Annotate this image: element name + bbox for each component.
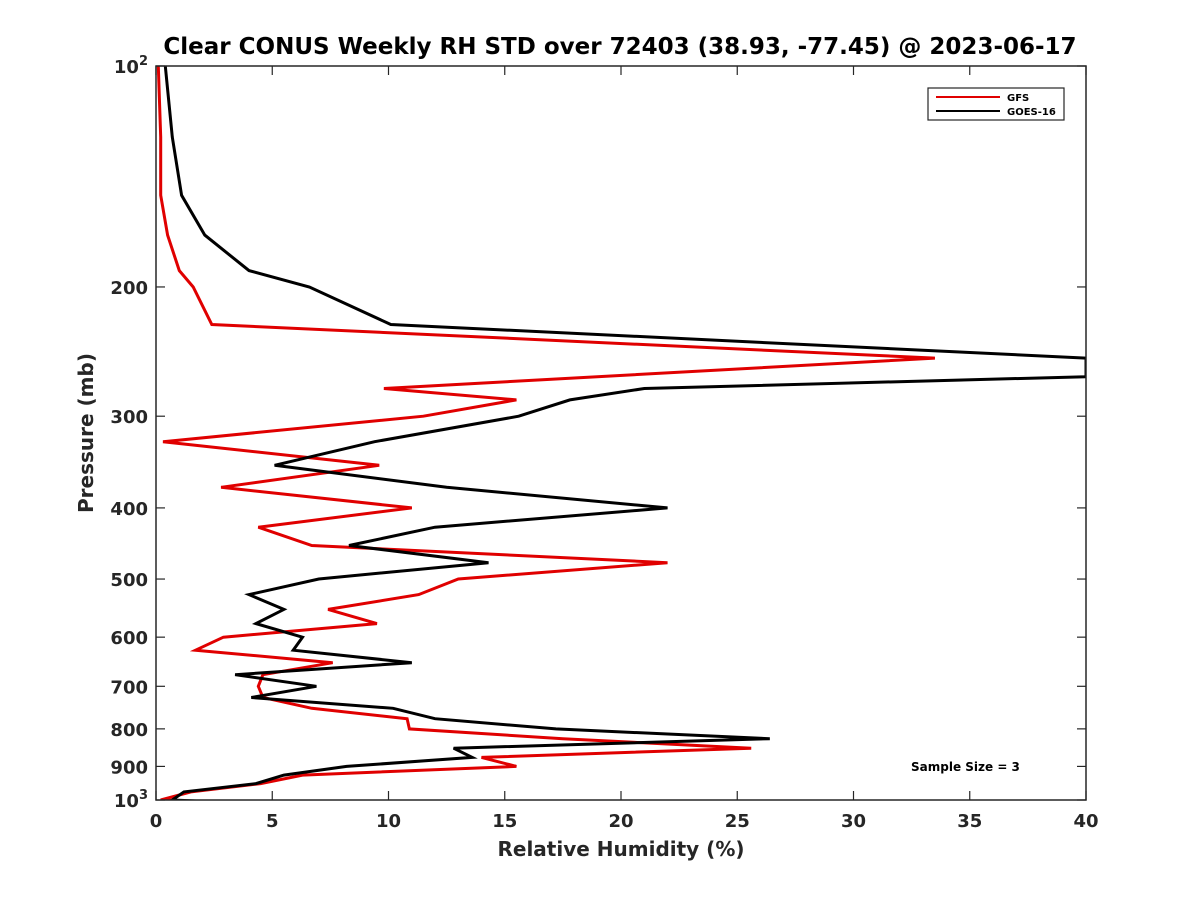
x-tick-label: 10 [376, 811, 401, 832]
sample-size-annotation: Sample Size = 3 [911, 760, 1020, 774]
x-tick-label: 40 [1073, 811, 1098, 832]
series-layer [156, 66, 1086, 800]
y-tick-label: 700 [110, 677, 148, 698]
x-tick-label: 30 [841, 811, 866, 832]
y-tick-label: 103 [114, 788, 148, 812]
x-tick-label: 5 [266, 811, 279, 832]
chart-title: Clear CONUS Weekly RH STD over 72403 (38… [163, 34, 1076, 60]
x-tick-label: 0 [150, 811, 163, 832]
series-line-goes16 [163, 66, 1086, 800]
y-tick-label: 300 [110, 407, 148, 428]
x-axis-label: Relative Humidity (%) [497, 837, 744, 861]
y-tick-label: 400 [110, 499, 148, 520]
legend: GFS GOES-16 [927, 87, 1065, 121]
x-tick-label: 20 [608, 811, 633, 832]
y-axis: 102 200 300 400 500 600 700 800 900 103 [110, 54, 1086, 812]
y-tick-label: 102 [114, 54, 148, 78]
y-tick-label: 900 [110, 757, 148, 778]
x-tick-label: 15 [492, 811, 517, 832]
legend-label-goes16: GOES-16 [1007, 107, 1056, 118]
y-tick-label: 600 [110, 628, 148, 649]
y-tick-label: 800 [110, 720, 148, 741]
x-axis: 0 5 10 15 20 25 30 35 40 [150, 66, 1099, 832]
x-tick-label: 25 [725, 811, 750, 832]
legend-box [927, 87, 1065, 121]
series-line-gfs [156, 66, 935, 800]
legend-label-gfs: GFS [1007, 93, 1029, 104]
x-tick-label: 35 [957, 811, 982, 832]
y-tick-label: 500 [110, 570, 148, 591]
y-axis-label: Pressure (mb) [74, 353, 98, 513]
y-tick-label: 200 [110, 278, 148, 299]
